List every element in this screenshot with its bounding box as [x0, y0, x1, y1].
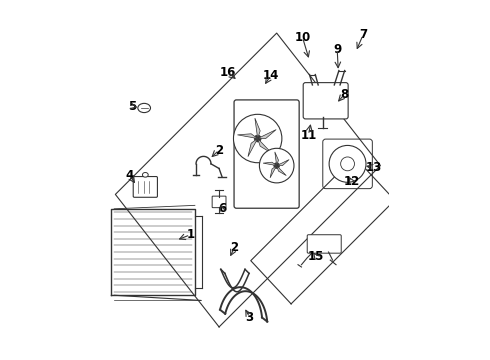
Polygon shape	[258, 139, 272, 153]
FancyBboxPatch shape	[234, 100, 299, 208]
Text: 7: 7	[359, 28, 367, 41]
Text: 12: 12	[343, 175, 360, 188]
Text: 10: 10	[294, 31, 311, 44]
Text: 2: 2	[231, 241, 239, 254]
Polygon shape	[238, 134, 258, 139]
Polygon shape	[258, 130, 276, 139]
Ellipse shape	[138, 103, 150, 113]
Text: 16: 16	[220, 66, 236, 79]
Circle shape	[259, 148, 294, 183]
Text: 2: 2	[215, 144, 223, 157]
Ellipse shape	[143, 172, 148, 177]
FancyBboxPatch shape	[307, 235, 341, 253]
Text: 9: 9	[333, 43, 342, 56]
FancyBboxPatch shape	[212, 196, 226, 208]
Polygon shape	[263, 162, 277, 166]
FancyBboxPatch shape	[303, 83, 348, 119]
Polygon shape	[248, 139, 258, 157]
Text: 13: 13	[366, 161, 382, 174]
Circle shape	[274, 163, 280, 168]
Polygon shape	[270, 166, 277, 178]
Text: 1: 1	[186, 228, 195, 241]
Polygon shape	[277, 166, 286, 176]
Polygon shape	[275, 152, 278, 166]
Text: 15: 15	[308, 249, 324, 262]
Text: 5: 5	[128, 100, 137, 113]
Text: 11: 11	[300, 129, 317, 141]
FancyBboxPatch shape	[133, 176, 157, 197]
Text: 8: 8	[340, 88, 348, 101]
Polygon shape	[255, 118, 260, 139]
Text: 14: 14	[263, 69, 279, 82]
Polygon shape	[277, 159, 289, 166]
Text: 4: 4	[125, 169, 134, 182]
Circle shape	[329, 145, 366, 182]
Circle shape	[254, 135, 261, 142]
Text: 3: 3	[245, 311, 254, 324]
Circle shape	[341, 157, 354, 171]
Circle shape	[233, 114, 282, 163]
Text: 6: 6	[218, 202, 226, 215]
